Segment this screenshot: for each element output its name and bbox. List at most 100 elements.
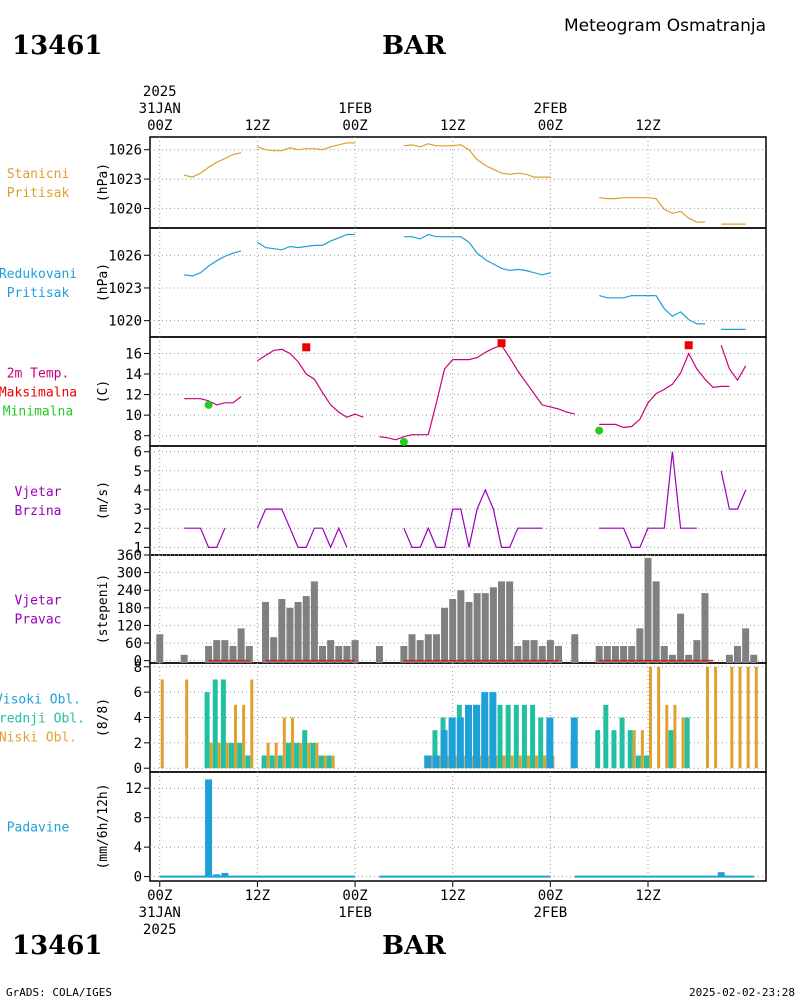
top-time-label: 00Z bbox=[342, 118, 367, 134]
wind-direction-bar bbox=[742, 628, 750, 663]
temp-legend-label: Minimalna bbox=[3, 405, 73, 420]
cloud-low-bar bbox=[510, 755, 514, 769]
top-time-label: 12Z bbox=[440, 118, 465, 134]
wind-direction-bar bbox=[636, 628, 644, 663]
temp-legend-label: Maksimalna bbox=[0, 386, 77, 401]
cloud-mid-bar bbox=[294, 742, 300, 769]
cloud-mid-bar bbox=[229, 742, 235, 769]
cloud-mid-bar bbox=[277, 755, 283, 769]
cloud-low-bar bbox=[526, 755, 530, 769]
wind-direction-bar bbox=[286, 607, 294, 663]
wind-direction-bar bbox=[514, 645, 522, 663]
temp-ytick-label: 16 bbox=[125, 346, 142, 362]
temp-legend-label: 2m Temp. bbox=[7, 367, 70, 382]
stp-ytick-label: 1026 bbox=[108, 143, 142, 159]
cloud-low-bar bbox=[754, 666, 758, 769]
wind-direction-bar bbox=[351, 640, 359, 663]
wspd-ytick-label: 5 bbox=[134, 464, 142, 480]
wind-direction-bar bbox=[546, 640, 554, 663]
cloud-high-bar bbox=[456, 717, 464, 769]
wind-direction-bar bbox=[335, 645, 343, 663]
bottom-time-label: 31JAN bbox=[139, 905, 181, 921]
rp-legend-label: Redukovani bbox=[0, 267, 77, 282]
wind-direction-bar bbox=[205, 645, 213, 663]
wind-direction-bar bbox=[237, 628, 245, 663]
wdir-ytick-label: 0 bbox=[134, 654, 142, 670]
wspd-ytick-label: 3 bbox=[134, 502, 142, 518]
cloud-mid-bar bbox=[269, 755, 275, 769]
stp-frame bbox=[149, 136, 767, 229]
precip-bar bbox=[221, 872, 229, 877]
top-time-label: 1FEB bbox=[338, 101, 372, 117]
precip-ytick-label: 8 bbox=[134, 811, 142, 827]
reduced-pressure-line bbox=[403, 233, 551, 276]
footer-software: GrADS: COLA/IGES bbox=[6, 986, 112, 999]
bottom-time-label: 1FEB bbox=[338, 905, 372, 921]
wdir-ytick-label: 300 bbox=[117, 566, 142, 582]
wind-direction-bar bbox=[734, 645, 742, 663]
cloud-mid-bar bbox=[302, 730, 308, 769]
cloud-low-bar bbox=[290, 717, 294, 769]
cloud-mid-bar bbox=[505, 704, 511, 769]
temperature-line bbox=[599, 352, 730, 429]
cloud-low-bar bbox=[730, 666, 734, 769]
precip-bar bbox=[717, 872, 725, 877]
precip-bar bbox=[205, 779, 213, 877]
wind-direction-bar bbox=[750, 654, 758, 663]
wind-direction-bar bbox=[620, 645, 628, 663]
wind-direction-bar bbox=[229, 645, 237, 663]
cloud-high-bar bbox=[448, 717, 456, 769]
wind-direction-bar bbox=[571, 634, 579, 663]
bottom-time-label: 2FEB bbox=[533, 905, 567, 921]
cloud-low-bar bbox=[543, 755, 547, 769]
wind-direction-bar bbox=[538, 645, 546, 663]
wspd-ytick-label: 1 bbox=[134, 540, 142, 556]
wspd-unit-label: (m/s) bbox=[96, 481, 111, 520]
footer-timestamp: 2025-02-02-23:28 bbox=[689, 986, 795, 999]
wind-direction-bar bbox=[408, 634, 416, 663]
tmin-marker bbox=[204, 400, 213, 409]
top-time-label: 12Z bbox=[635, 118, 660, 134]
station-id-bottom: 13461 bbox=[12, 931, 102, 961]
cloud-mid-bar bbox=[595, 730, 601, 769]
wdir-unit-label: (stepeni) bbox=[96, 574, 111, 644]
wind-direction-bar bbox=[611, 645, 619, 663]
cloud-low-bar bbox=[705, 666, 709, 769]
cloud-high-bar bbox=[432, 755, 440, 769]
cloud-legend-label: Visoki Obl. bbox=[0, 693, 81, 708]
wind-direction-bar bbox=[628, 645, 636, 663]
top-time-label: 2025 bbox=[143, 84, 177, 100]
wind-direction-bar bbox=[180, 654, 188, 663]
wind-speed-line bbox=[403, 488, 543, 549]
bottom-time-label: 12Z bbox=[245, 888, 270, 904]
cloud-low-bar bbox=[673, 704, 677, 769]
wind-direction-bar bbox=[262, 601, 270, 663]
cloud-low-bar bbox=[266, 742, 270, 769]
station-pressure-line bbox=[257, 142, 356, 152]
cloud-low-bar bbox=[665, 704, 669, 769]
cloud-mid-bar bbox=[285, 742, 291, 769]
wind-direction-bar bbox=[465, 601, 473, 663]
cloud-mid-bar bbox=[603, 704, 609, 769]
cloud-mid-bar bbox=[538, 717, 544, 769]
cloud-low-bar bbox=[225, 742, 229, 769]
rp-ytick-label: 1023 bbox=[108, 281, 142, 297]
wind-direction-bar bbox=[400, 645, 408, 663]
cloud-mid-bar bbox=[521, 704, 527, 769]
wind-direction-bar bbox=[310, 581, 318, 663]
wind-direction-bar bbox=[677, 613, 685, 663]
wind-direction-bar bbox=[522, 640, 530, 663]
cloud-mid-bar bbox=[668, 730, 674, 769]
bottom-time-label: 12Z bbox=[440, 888, 465, 904]
wspd-ytick-label: 4 bbox=[134, 483, 142, 499]
bottom-time-label: 12Z bbox=[635, 888, 660, 904]
cloud-mid-bar bbox=[212, 679, 218, 769]
wind-direction-bar bbox=[660, 645, 668, 663]
cloud-low-bar bbox=[299, 742, 303, 769]
wind-direction-bar bbox=[506, 581, 514, 663]
wind-direction-bar bbox=[213, 640, 221, 663]
cloud-mid-bar bbox=[220, 679, 226, 769]
wind-direction-bar bbox=[685, 654, 693, 663]
temp-ytick-label: 8 bbox=[134, 429, 142, 445]
cloud-high-bar bbox=[489, 692, 497, 769]
